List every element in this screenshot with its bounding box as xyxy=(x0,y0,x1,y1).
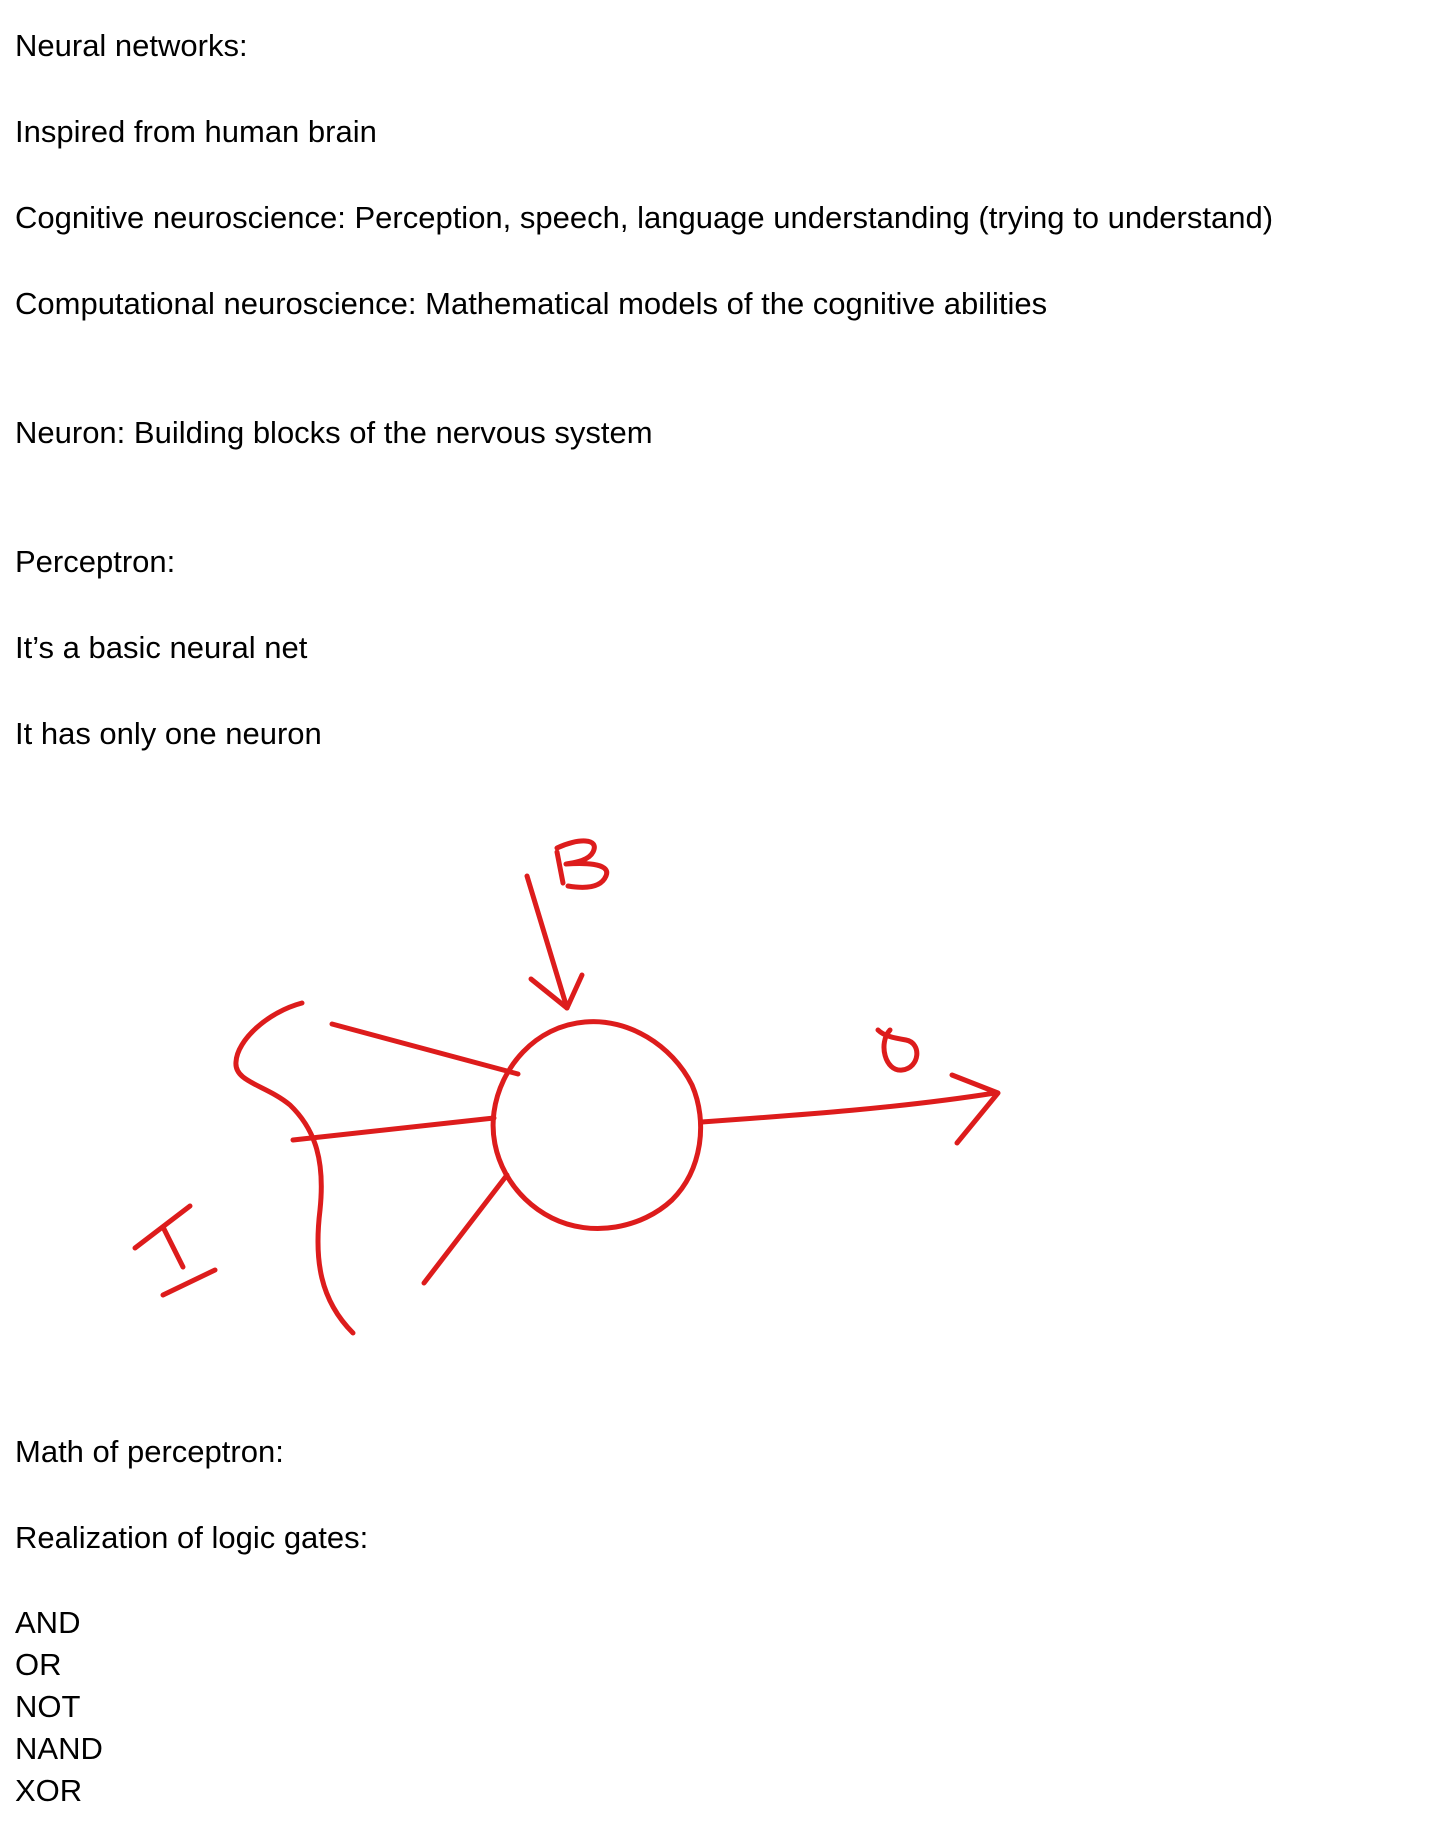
heading-logic-gates: Realization of logic gates: xyxy=(15,1520,369,1555)
gate-xor: XOR xyxy=(15,1773,83,1808)
note-cognitive-neuroscience: Cognitive neuroscience: Perception, spee… xyxy=(15,200,1274,235)
bias-arrow-head xyxy=(528,972,585,1011)
gate-and: AND xyxy=(15,1605,81,1640)
logic-gate-list: AND OR NOT NAND XOR xyxy=(15,1605,103,1808)
heading-math-of-perceptron: Math of perceptron: xyxy=(15,1434,284,1469)
input-label-drawing xyxy=(132,1203,218,1298)
neuron-circle xyxy=(490,1019,704,1231)
heading-perceptron: Perceptron: xyxy=(15,544,176,579)
bias-label-drawing xyxy=(554,838,610,890)
note-inspired: Inspired from human brain xyxy=(15,114,377,149)
note-computational-neuroscience: Computational neuroscience: Mathematical… xyxy=(15,286,1048,321)
input-line-top xyxy=(329,1021,521,1077)
gate-nand: NAND xyxy=(15,1731,103,1766)
heading-neural-networks: Neural networks: xyxy=(15,28,248,63)
note-basic-net: It’s a basic neural net xyxy=(15,630,308,665)
gate-or: OR xyxy=(15,1647,62,1682)
input-line-bottom xyxy=(421,1172,510,1286)
input-line-middle xyxy=(290,1115,497,1143)
output-line xyxy=(699,1090,998,1125)
note-one-neuron: It has only one neuron xyxy=(15,716,322,751)
output-arrow-head xyxy=(949,1072,1001,1146)
input-brace xyxy=(233,1000,356,1336)
note-neuron: Neuron: Building blocks of the nervous s… xyxy=(15,415,653,450)
gate-not: NOT xyxy=(15,1689,81,1724)
bias-arrow-shaft xyxy=(524,873,570,1011)
output-label-drawing xyxy=(875,1027,920,1073)
